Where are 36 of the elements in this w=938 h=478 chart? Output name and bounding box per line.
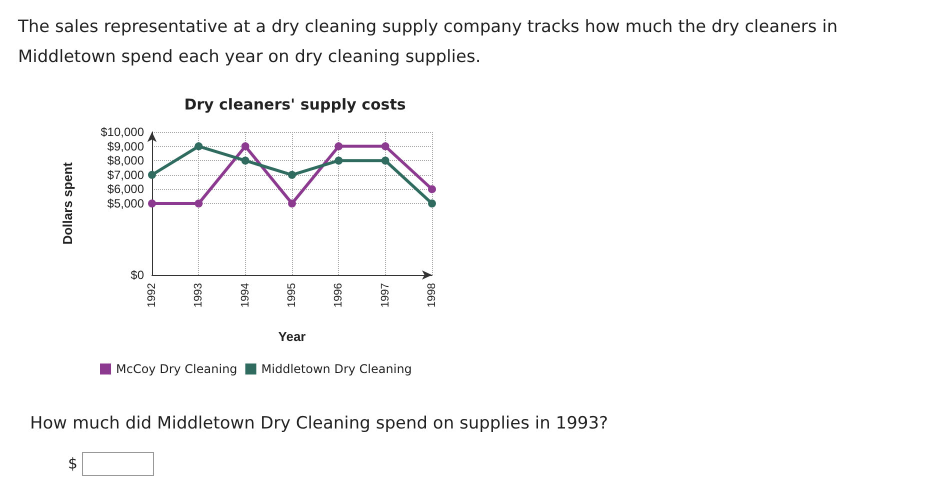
point <box>381 156 390 165</box>
y-tick-label: $5,000 <box>107 196 144 210</box>
point <box>148 170 156 179</box>
x-tick-label: 1996 <box>332 283 345 308</box>
point <box>334 156 343 165</box>
y-tick-label: $9,000 <box>107 139 144 154</box>
legend-label: Middletown Dry Cleaning <box>261 362 412 376</box>
y-tick-label: $8,000 <box>107 154 144 168</box>
x-tick-label: 1992 <box>146 283 158 308</box>
point <box>334 142 343 150</box>
chart-title: Dry cleaners' supply costs <box>184 96 406 114</box>
y-axis-title: Dollars spent <box>60 162 75 245</box>
point <box>428 200 436 208</box>
text: The sales representative at a dry cleaning supply company tracks how much the dry cleaners in Middletown spend each year on dry cleaning supplies. <box>17 17 844 67</box>
text: $ <box>68 454 78 472</box>
point <box>194 142 203 150</box>
point <box>194 200 203 208</box>
y-tick-label: $6,000 <box>107 182 144 196</box>
y-tick-label: $10,000 <box>100 125 144 139</box>
text: How much did Middletown Dry Cleaning spend on supplies in 1993? <box>30 414 608 434</box>
y-tick-label: $7,000 <box>107 168 144 182</box>
point <box>288 200 296 208</box>
x-tick-label: 1993 <box>192 283 205 308</box>
point <box>241 156 250 165</box>
x-axis-title: Year <box>278 329 306 344</box>
y-tick-label: $0 <box>130 268 144 282</box>
x-tick-label: 1997 <box>379 283 392 308</box>
legend-label: McCoy Dry Cleaning <box>116 362 238 376</box>
point <box>148 200 156 208</box>
point <box>241 142 250 150</box>
point <box>381 142 390 150</box>
point <box>428 185 436 194</box>
x-tick-label: 1995 <box>286 283 298 308</box>
x-tick-label: 1994 <box>239 283 252 308</box>
x-tick-label: 1998 <box>426 283 438 308</box>
point <box>288 170 296 179</box>
